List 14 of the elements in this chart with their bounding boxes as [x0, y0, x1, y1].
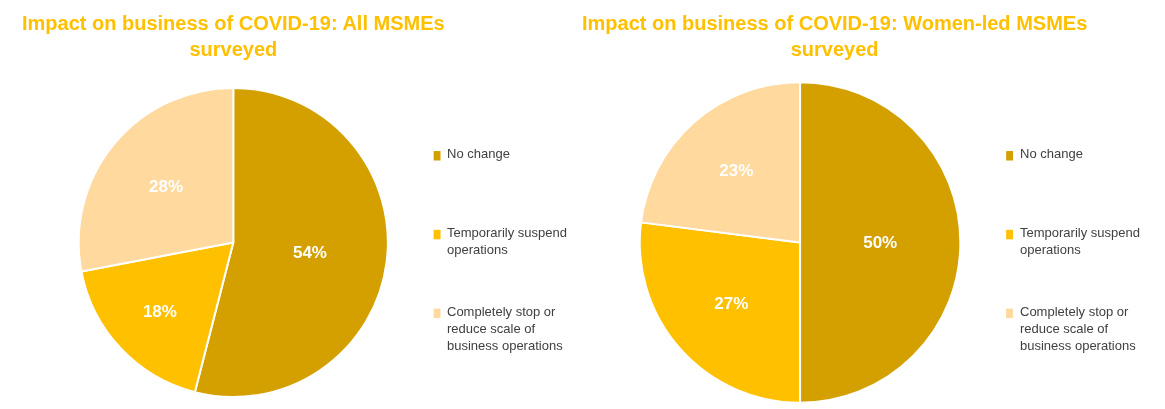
- legend-label: Temporarily suspend operations: [447, 225, 567, 257]
- data-label: 18%: [142, 301, 177, 321]
- data-label: 23%: [719, 160, 754, 180]
- chart-title: Impact on business of COVID-19: Women-led MSMEs surveyed: [582, 12, 1088, 60]
- data-label: 54%: [292, 242, 327, 262]
- legend-label: Temporarily suspend operations: [1020, 225, 1140, 257]
- legend-label: Completely stop or reduce scale of business operations: [1020, 304, 1137, 353]
- legend-label: No change: [447, 146, 510, 161]
- chart-title: Impact on business of COVID-19: All MSMEs surveyed: [22, 12, 445, 60]
- legend-label: No change: [1020, 146, 1083, 161]
- data-label: 50%: [863, 232, 898, 252]
- data-label: 27%: [714, 293, 749, 313]
- legend-label: Completely stop or reduce scale of business operations: [447, 304, 564, 353]
- data-label: 28%: [148, 177, 184, 197]
